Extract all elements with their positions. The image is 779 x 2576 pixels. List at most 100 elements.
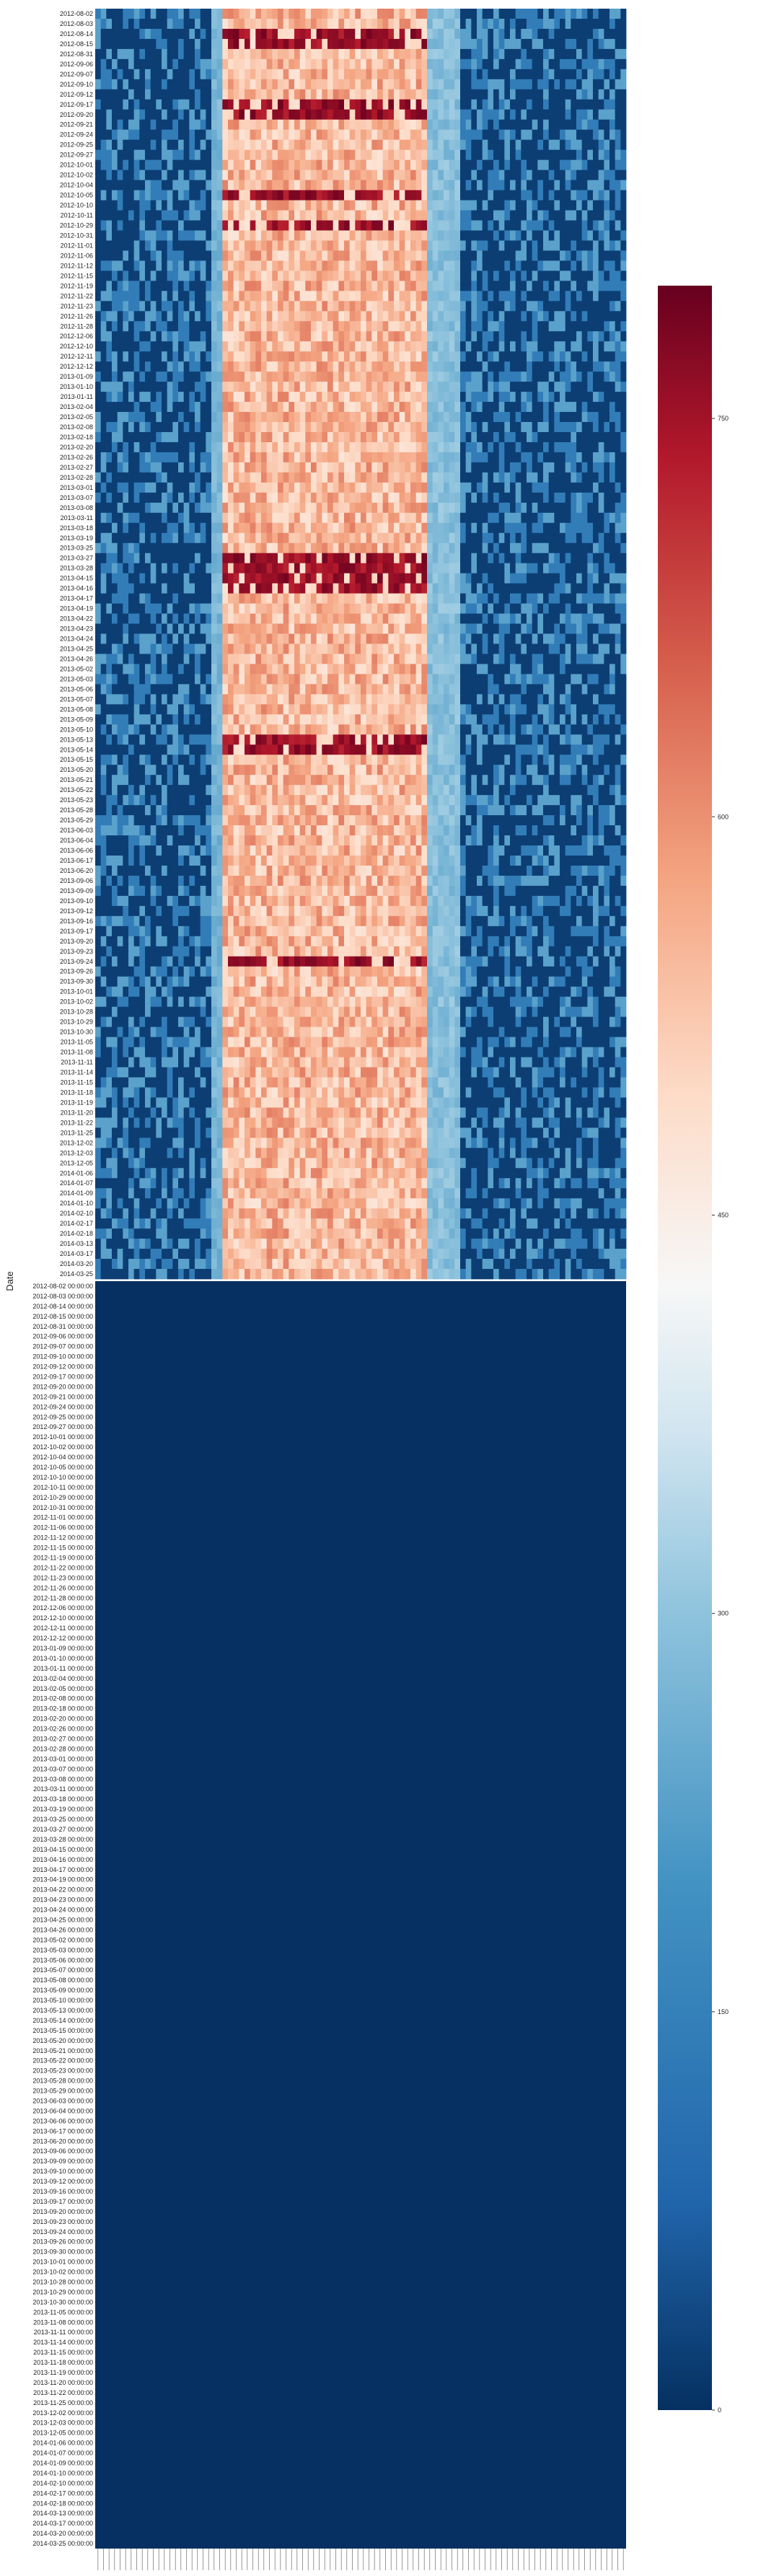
heatmap-cell bbox=[460, 9, 467, 19]
heatmap-cell bbox=[178, 210, 185, 221]
heatmap-cell bbox=[543, 361, 550, 372]
heatmap-cell bbox=[598, 58, 604, 70]
heatmap-cell bbox=[133, 28, 140, 40]
heatmap-cell bbox=[571, 48, 577, 60]
heatmap-cell bbox=[615, 210, 621, 221]
heatmap-cell bbox=[465, 180, 472, 190]
heatmap-cell bbox=[327, 361, 334, 372]
heatmap-cell bbox=[405, 402, 411, 413]
heatmap-cell bbox=[537, 139, 544, 151]
heatmap-cell bbox=[255, 392, 262, 403]
heatmap-cell bbox=[571, 99, 577, 110]
heatmap-cell bbox=[471, 271, 477, 281]
heatmap-cell bbox=[421, 341, 428, 352]
heatmap-cell bbox=[311, 38, 317, 50]
heatmap-cell bbox=[145, 321, 151, 332]
heatmap-cell bbox=[233, 180, 239, 190]
heatmap-cell bbox=[388, 301, 395, 312]
heatmap-cell bbox=[250, 392, 256, 403]
heatmap-cell bbox=[394, 291, 400, 302]
heatmap-cell bbox=[167, 89, 173, 100]
heatmap-cell bbox=[139, 441, 146, 453]
heatmap-cell bbox=[266, 28, 273, 40]
heatmap-cell bbox=[206, 321, 212, 332]
heatmap-cell bbox=[139, 502, 146, 514]
heatmap-cell bbox=[195, 372, 201, 382]
heatmap-cell bbox=[371, 149, 378, 161]
heatmap-cell bbox=[615, 482, 621, 493]
heatmap-cell bbox=[543, 492, 550, 504]
heatmap-cell bbox=[167, 18, 173, 30]
heatmap-cell bbox=[377, 482, 384, 493]
heatmap-cell bbox=[604, 432, 610, 443]
heatmap-cell bbox=[548, 361, 555, 372]
heatmap-cell bbox=[128, 321, 135, 332]
heatmap-cell bbox=[106, 301, 113, 312]
heatmap-cell bbox=[537, 69, 544, 80]
heatmap-cell bbox=[266, 9, 273, 19]
heatmap-cell bbox=[576, 392, 583, 403]
heatmap-cell bbox=[211, 99, 218, 110]
heatmap-cell bbox=[117, 159, 123, 171]
heatmap-cell bbox=[183, 512, 190, 524]
heatmap-cell bbox=[145, 109, 151, 120]
heatmap-cell bbox=[377, 492, 384, 504]
heatmap-cell bbox=[239, 109, 245, 120]
heatmap-cell bbox=[598, 432, 604, 443]
heatmap-cell bbox=[255, 412, 262, 423]
heatmap-cell bbox=[261, 502, 268, 514]
heatmap-cell bbox=[222, 48, 229, 60]
heatmap-cell bbox=[167, 291, 173, 302]
heatmap-cell bbox=[95, 441, 102, 453]
heatmap-cell bbox=[532, 230, 538, 241]
heatmap-cell bbox=[421, 240, 428, 251]
heatmap-cell bbox=[488, 441, 494, 453]
heatmap-cell bbox=[477, 190, 483, 201]
heatmap-cell bbox=[195, 341, 201, 352]
heatmap-cell bbox=[521, 250, 527, 261]
heatmap-cell bbox=[587, 170, 594, 180]
heatmap-cell bbox=[471, 109, 477, 120]
heatmap-cell bbox=[460, 230, 467, 241]
heatmap-cell bbox=[261, 159, 268, 171]
heatmap-cell bbox=[554, 472, 560, 483]
heatmap-cell bbox=[200, 452, 206, 463]
heatmap-cell bbox=[493, 492, 500, 504]
heatmap-cell bbox=[371, 472, 378, 483]
heatmap-cell bbox=[117, 412, 123, 423]
heatmap-cell bbox=[117, 351, 123, 362]
heatmap-cell bbox=[112, 331, 118, 342]
heatmap-cell bbox=[427, 372, 433, 382]
heatmap-cell bbox=[537, 109, 544, 120]
heatmap-cell bbox=[112, 321, 118, 332]
heatmap-cell bbox=[543, 139, 550, 151]
heatmap-cell bbox=[100, 512, 107, 524]
heatmap-cell bbox=[228, 512, 234, 524]
heatmap-cell bbox=[537, 412, 544, 423]
heatmap-cell bbox=[233, 190, 239, 201]
heatmap-cell bbox=[261, 452, 268, 463]
heatmap-cell bbox=[399, 341, 405, 352]
heatmap-cell bbox=[371, 190, 378, 201]
heatmap-cell bbox=[139, 9, 146, 19]
heatmap-cell bbox=[145, 331, 151, 342]
heatmap-cell bbox=[112, 402, 118, 413]
heatmap-cell bbox=[145, 240, 151, 251]
heatmap-cell bbox=[366, 99, 372, 110]
heatmap-cell bbox=[128, 291, 135, 302]
heatmap-cell bbox=[565, 402, 571, 413]
heatmap-cell bbox=[460, 311, 467, 322]
heatmap-cell bbox=[167, 402, 173, 413]
heatmap-cell bbox=[609, 441, 616, 453]
heatmap-cell bbox=[123, 79, 129, 90]
heatmap-cell bbox=[604, 441, 610, 453]
heatmap-cell bbox=[106, 432, 113, 443]
heatmap-cell bbox=[410, 432, 417, 443]
heatmap-cell bbox=[133, 331, 140, 342]
heatmap-cell bbox=[410, 291, 417, 302]
heatmap-cell bbox=[460, 119, 467, 131]
heatmap-cell bbox=[432, 482, 439, 493]
heatmap-cell bbox=[371, 139, 378, 151]
heatmap-cell bbox=[156, 129, 162, 141]
heatmap-cell bbox=[615, 58, 621, 70]
